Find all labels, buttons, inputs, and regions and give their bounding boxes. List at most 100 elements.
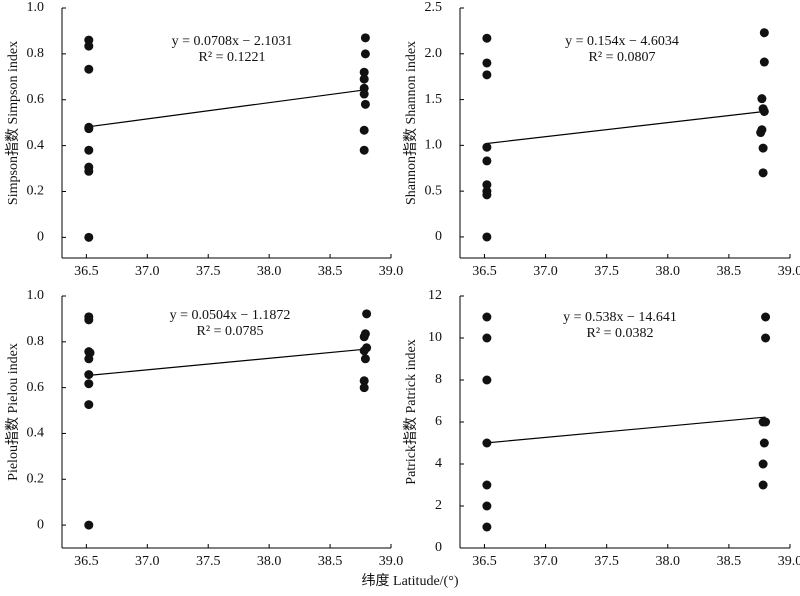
point	[482, 312, 492, 322]
point	[360, 354, 370, 364]
equation: y = 0.0708x − 2.1031	[172, 34, 293, 49]
y-tick-label: 1.0	[425, 138, 443, 153]
point	[761, 333, 771, 343]
point	[84, 232, 94, 242]
y-tick-label: 0	[37, 230, 44, 245]
r-squared: R² = 0.0382	[587, 326, 654, 341]
point	[482, 375, 492, 385]
point	[84, 41, 94, 51]
point	[482, 58, 492, 68]
point	[84, 370, 94, 380]
x-tick-label: 38.0	[656, 554, 681, 569]
y-tick-label: 0	[435, 540, 442, 555]
trend-line	[486, 416, 766, 444]
y-tick-label: 0.5	[425, 183, 443, 198]
point	[759, 28, 769, 38]
point	[482, 522, 492, 532]
point	[84, 64, 94, 74]
y-tick-label: 10	[428, 330, 442, 345]
x-tick-label: 39.0	[778, 264, 800, 279]
y-tick-label: 8	[435, 372, 442, 387]
point	[758, 459, 768, 469]
point	[482, 70, 492, 80]
x-tick-label: 36.5	[472, 554, 497, 569]
point	[758, 143, 768, 153]
trend-line	[88, 89, 366, 128]
x-tick-label: 38.0	[257, 264, 282, 279]
point	[482, 501, 492, 511]
point	[482, 232, 492, 242]
point	[482, 33, 492, 43]
point	[359, 383, 369, 393]
point	[84, 166, 94, 176]
y-tick-label: 0.2	[27, 471, 45, 486]
y-tick-label: 12	[428, 288, 442, 303]
y-tick-label: 0.4	[27, 138, 45, 153]
point	[759, 57, 769, 67]
point	[359, 89, 369, 99]
x-tick-label: 37.0	[533, 264, 558, 279]
y-tick-label: 1.5	[425, 92, 443, 107]
y-tick-label: 1.0	[27, 288, 45, 303]
y-axis-label: Shannon指数 Shannon index	[403, 41, 419, 205]
y-tick-label: 0	[37, 517, 44, 532]
x-tick-label: 38.0	[257, 554, 282, 569]
point	[482, 190, 492, 200]
point	[482, 438, 492, 448]
point	[359, 376, 369, 386]
y-tick-label: 1.0	[27, 0, 45, 15]
x-tick-label: 37.0	[533, 554, 558, 569]
point	[758, 168, 768, 178]
x-tick-label: 37.5	[196, 554, 221, 569]
y-axis-label: Patrick指数 Patrick index	[403, 339, 419, 484]
point	[482, 333, 492, 343]
x-tick-label: 37.0	[135, 554, 160, 569]
x-tick-label: 38.5	[717, 554, 742, 569]
x-tick-label: 38.5	[318, 264, 343, 279]
x-tick-label: 36.5	[74, 264, 99, 279]
point	[360, 33, 370, 43]
point	[360, 49, 370, 59]
y-tick-label: 4	[435, 456, 442, 471]
y-tick-label: 2	[435, 498, 442, 513]
x-tick-label: 37.5	[594, 264, 619, 279]
point	[362, 309, 372, 319]
trend-line	[486, 110, 765, 145]
x-tick-label: 37.0	[135, 264, 160, 279]
r-squared: R² = 0.1221	[199, 50, 266, 65]
r-squared: R² = 0.0785	[197, 324, 264, 339]
x-tick-label: 39.0	[379, 554, 404, 569]
x-tick-label: 37.5	[594, 554, 619, 569]
point	[761, 417, 771, 427]
point	[482, 142, 492, 152]
point	[359, 332, 369, 342]
point	[359, 346, 369, 356]
x-tick-label: 36.5	[472, 264, 497, 279]
point	[758, 480, 768, 490]
x-tick-label: 36.5	[74, 554, 99, 569]
y-tick-label: 0.2	[27, 184, 45, 199]
point	[84, 145, 94, 155]
y-tick-label: 2.5	[425, 0, 443, 15]
r-squared: R² = 0.0807	[589, 50, 656, 65]
trend-line	[88, 348, 367, 376]
point	[84, 379, 94, 389]
x-tick-label: 39.0	[778, 554, 800, 569]
point	[84, 400, 94, 410]
y-tick-label: 0.6	[27, 380, 45, 395]
y-axis-label: Simpson指数 Simpson index	[5, 41, 21, 205]
y-tick-label: 0.4	[27, 426, 45, 441]
x-tick-label: 37.5	[196, 264, 221, 279]
point	[84, 354, 94, 364]
point	[757, 94, 767, 104]
point	[759, 438, 769, 448]
point	[482, 156, 492, 166]
point	[359, 74, 369, 84]
y-tick-label: 0	[435, 229, 442, 244]
point	[84, 124, 94, 134]
point	[360, 99, 370, 109]
x-tick-label: 38.5	[318, 554, 343, 569]
y-tick-label: 0.8	[27, 334, 45, 349]
x-axis-label: 纬度 Latitude/(°)	[362, 573, 459, 589]
